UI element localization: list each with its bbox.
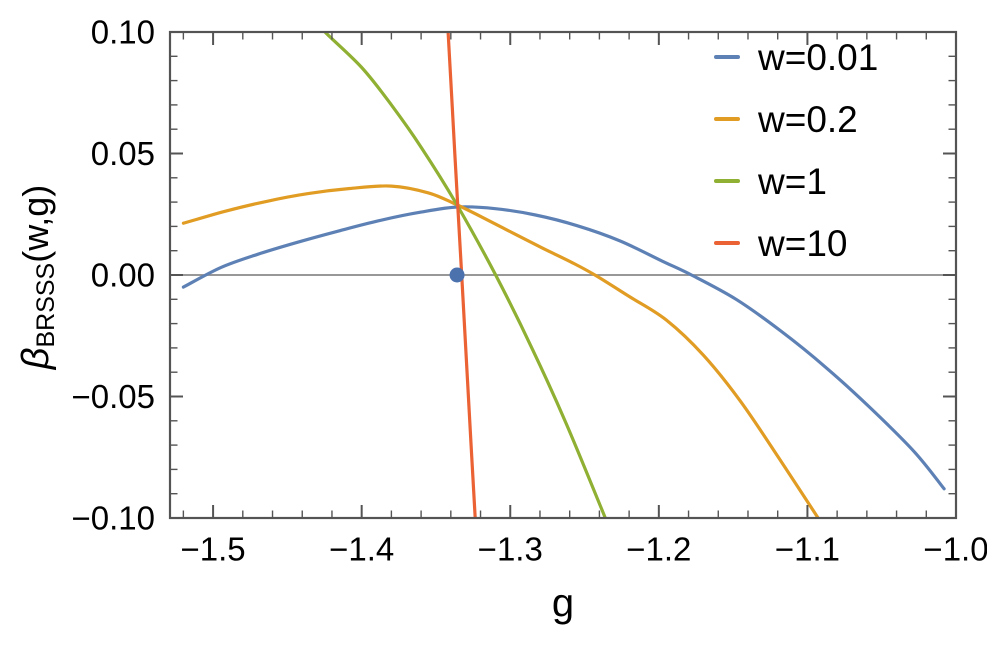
legend-swatch-w-10	[714, 241, 740, 245]
y-tick-label: −0.05	[72, 378, 156, 415]
y-tick-label: 0.00	[91, 257, 155, 294]
legend-item-w-0.01: w=0.01	[714, 26, 878, 88]
legend-swatch-w-1	[714, 179, 740, 183]
y-tick-label: −0.10	[72, 500, 156, 537]
x-tick-label: −1.4	[329, 531, 394, 568]
x-axis-label: g	[551, 581, 575, 625]
x-tick-label: −1.0	[923, 531, 987, 568]
y-axis-label: βBRSSS(w,g)	[14, 184, 61, 370]
legend: w=0.01 w=0.2 w=1 w=10	[714, 26, 878, 274]
legend-label: w=0.2	[758, 98, 858, 140]
curve-w-1	[322, 32, 608, 518]
legend-label: w=0.01	[758, 36, 879, 78]
x-tick-label: −1.5	[181, 531, 246, 568]
x-tick-label: −1.1	[775, 531, 840, 568]
ticks-layer	[170, 31, 957, 519]
x-tick-label: −1.3	[478, 531, 543, 568]
y-tick-label: 0.05	[91, 135, 155, 172]
curve-w-0-2	[181, 184, 821, 518]
legend-item-w-10: w=10	[714, 212, 878, 274]
legend-swatch-w-0.01	[714, 55, 740, 59]
curve-w-0-01	[181, 205, 946, 491]
beta-symbol: β	[14, 347, 57, 370]
beta-subscript: BRSSS	[32, 262, 61, 348]
legend-item-w-1: w=1	[714, 150, 878, 212]
x-tick-label: −1.2	[626, 531, 691, 568]
legend-item-w-0.2: w=0.2	[714, 88, 878, 150]
y-tick-label: 0.10	[91, 14, 155, 51]
legend-label: w=10	[758, 222, 848, 264]
fixed-point-marker	[449, 267, 465, 283]
legend-label: w=1	[758, 160, 827, 202]
ylabel-arguments: (w,g)	[14, 184, 56, 263]
legend-swatch-w-0.2	[714, 117, 740, 121]
